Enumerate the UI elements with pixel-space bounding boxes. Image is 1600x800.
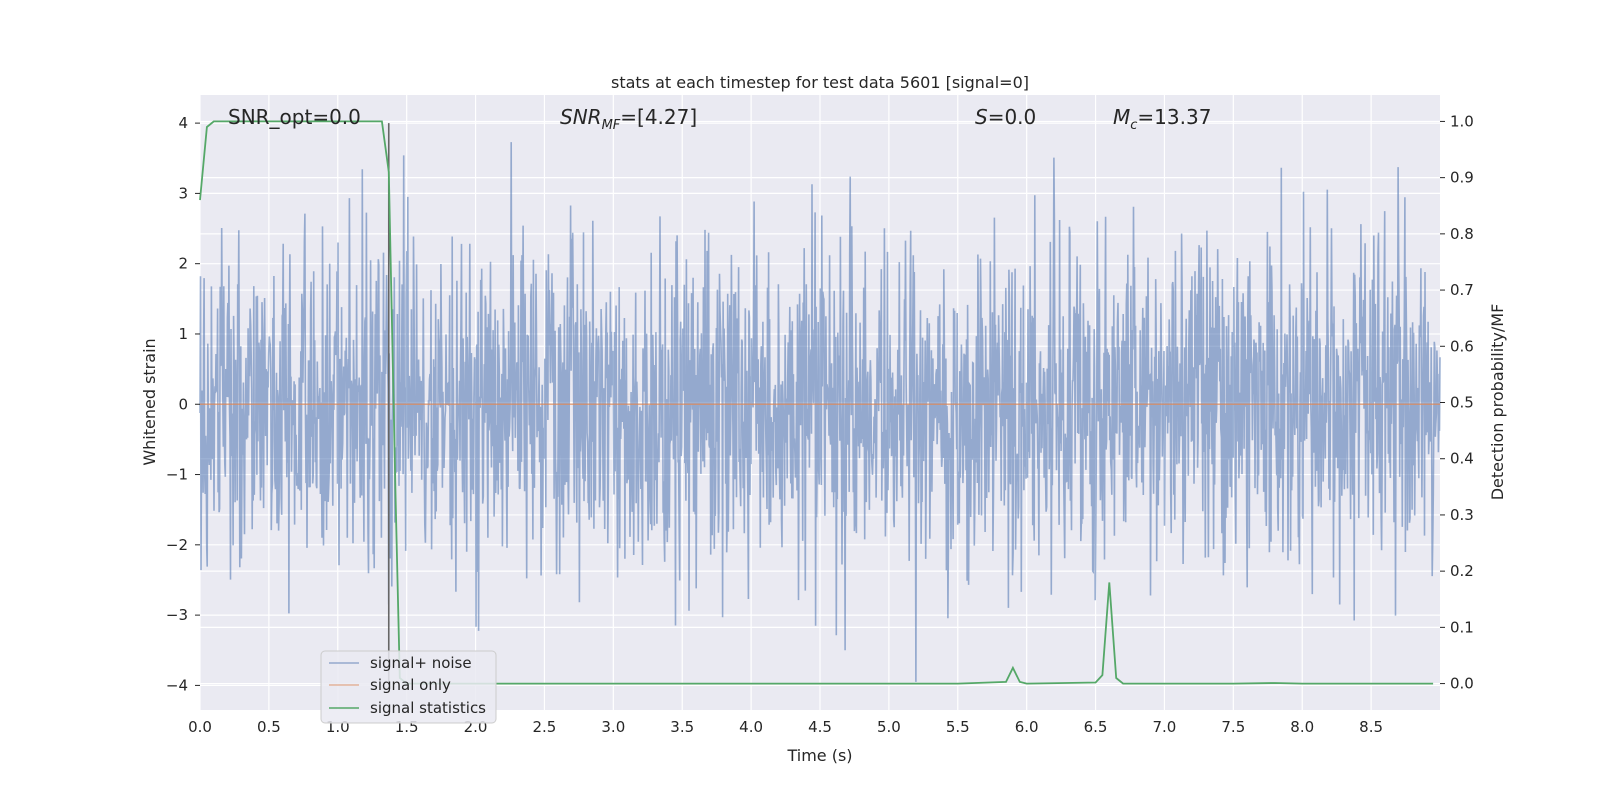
y-tick-label-left: −2 (166, 536, 188, 554)
y-tick-label-right: 0.5 (1450, 394, 1474, 412)
y-tick-label-left: −3 (166, 606, 188, 624)
x-tick-label: 0.5 (257, 718, 281, 736)
x-tick-label: 0.0 (188, 718, 212, 736)
y-tick-label-left: 4 (178, 114, 188, 132)
y-axis-label-right: Detection probability/MF (1488, 304, 1507, 501)
y-tick-label-left: 3 (178, 184, 188, 202)
y-tick-label-left: 2 (178, 255, 188, 273)
y-axis-label-left: Whitened strain (140, 338, 159, 465)
x-tick-label: 7.5 (1221, 718, 1245, 736)
x-tick-label: 8.5 (1359, 718, 1383, 736)
legend-label-signal-only: signal only (370, 676, 451, 694)
y-tick-label-left: −4 (166, 676, 188, 694)
legend-box (320, 650, 497, 724)
right-y-tick-labels: 0.0 0.1 0.2 0.3 0.4 0.5 0.6 0.7 0.8 0.9 1.0 (1440, 112, 1474, 693)
annotation-s: S=0.0 (975, 105, 1036, 129)
legend: signal+ noise signal only signal statist… (320, 650, 497, 724)
annotation-snr-mf: SNRMF=[4.27] (560, 105, 697, 133)
legend-label-statistics: signal statistics (370, 699, 486, 717)
signal-statistics-line (199, 120, 1434, 685)
x-tick-label: 4.5 (808, 718, 832, 736)
x-tick-label: 5.0 (877, 718, 901, 736)
x-tick-label: 6.0 (1015, 718, 1039, 736)
y-tick-label-right: 0.4 (1450, 450, 1474, 468)
y-tick-label-right: 0.6 (1450, 337, 1474, 355)
x-tick-label: 4.0 (739, 718, 763, 736)
x-tick-label: 6.5 (1084, 718, 1108, 736)
x-axis-label: Time (s) (786, 746, 852, 765)
y-tick-label-right: 0.1 (1450, 618, 1474, 636)
x-tick-label: 5.5 (946, 718, 970, 736)
x-tick-label: 3.0 (601, 718, 625, 736)
x-tick-label: 3.5 (670, 718, 694, 736)
y-tick-label-left: −1 (166, 466, 188, 484)
y-tick-label-right: 0.7 (1450, 281, 1474, 299)
legend-label-noise: signal+ noise (370, 654, 472, 672)
signal-statistics-series (199, 120, 1434, 685)
noise-series (199, 142, 1441, 682)
y-tick-label-right: 1.0 (1450, 112, 1474, 130)
y-tick-label-left: 0 (178, 395, 188, 413)
y-tick-label-right: 0.0 (1450, 675, 1474, 693)
x-tick-label: 7.0 (1153, 718, 1177, 736)
y-tick-label-left: 1 (178, 325, 188, 343)
noise-line (199, 142, 1441, 682)
annotation-snr-opt: SNR_opt=0.0 (228, 105, 361, 129)
y-tick-label-right: 0.8 (1450, 225, 1474, 243)
y-tick-label-right: 0.3 (1450, 506, 1474, 524)
x-tick-label: 8.0 (1290, 718, 1314, 736)
left-y-tick-labels: −4 −3 −2 −1 0 1 2 3 4 (166, 114, 200, 694)
chart-title: stats at each timestep for test data 560… (611, 73, 1029, 92)
y-tick-label-right: 0.9 (1450, 169, 1474, 187)
annotation-mc: Mc=13.37 (1113, 105, 1211, 133)
y-tick-label-right: 0.2 (1450, 562, 1474, 580)
x-tick-label: 2.5 (533, 718, 557, 736)
